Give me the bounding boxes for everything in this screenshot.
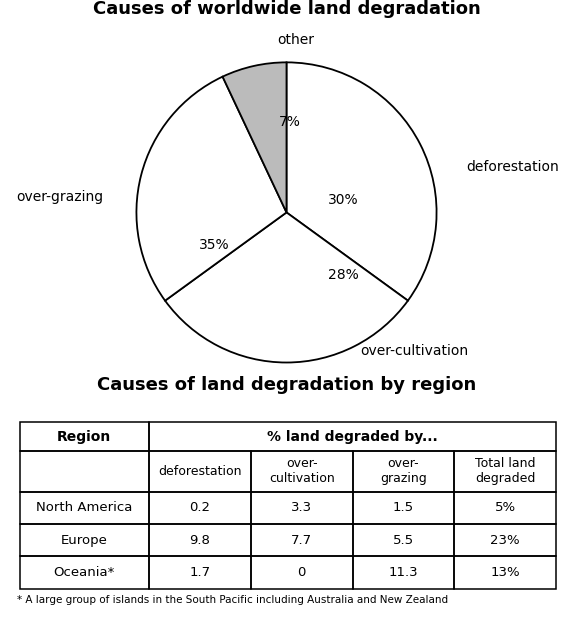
Bar — [149, 492, 251, 524]
Text: over-grazing: over-grazing — [16, 191, 103, 204]
Text: 3.3: 3.3 — [291, 502, 312, 514]
Bar — [454, 556, 556, 589]
Wedge shape — [165, 212, 408, 363]
Bar — [352, 556, 454, 589]
Bar — [251, 492, 352, 524]
Bar — [352, 451, 454, 492]
Text: 1.7: 1.7 — [189, 566, 210, 579]
Text: North America: North America — [36, 502, 132, 514]
Text: 35%: 35% — [199, 238, 230, 253]
Text: 13%: 13% — [490, 566, 520, 579]
Wedge shape — [222, 62, 286, 212]
Text: other: other — [277, 34, 314, 47]
Bar — [454, 524, 556, 556]
Bar — [454, 492, 556, 524]
Bar — [19, 422, 149, 451]
Text: 5.5: 5.5 — [393, 534, 414, 546]
Text: 7%: 7% — [278, 116, 300, 129]
Text: deforestation: deforestation — [158, 465, 242, 478]
Bar — [251, 451, 352, 492]
Text: Oceania*: Oceania* — [54, 566, 115, 579]
Text: Region: Region — [57, 430, 112, 443]
Text: over-
cultivation: over- cultivation — [269, 457, 335, 486]
Text: 28%: 28% — [328, 268, 359, 283]
Text: deforestation: deforestation — [466, 160, 559, 175]
Bar — [149, 556, 251, 589]
Bar — [19, 524, 149, 556]
Text: 0: 0 — [297, 566, 306, 579]
Bar — [19, 492, 149, 524]
Text: over-
grazing: over- grazing — [380, 457, 427, 486]
Bar — [149, 451, 251, 492]
Text: * A large group of islands in the South Pacific including Australia and New Zeal: * A large group of islands in the South … — [17, 595, 448, 605]
Text: 23%: 23% — [490, 534, 520, 546]
Text: 5%: 5% — [494, 502, 516, 514]
Text: 1.5: 1.5 — [393, 502, 414, 514]
Text: 0.2: 0.2 — [189, 502, 210, 514]
Wedge shape — [286, 62, 437, 301]
Bar — [149, 422, 556, 451]
Bar — [149, 524, 251, 556]
Bar — [19, 451, 149, 492]
Text: Europe: Europe — [61, 534, 108, 546]
Bar — [454, 451, 556, 492]
Bar — [352, 492, 454, 524]
Text: 11.3: 11.3 — [388, 566, 418, 579]
Wedge shape — [136, 76, 286, 301]
Text: 7.7: 7.7 — [291, 534, 312, 546]
Text: % land degraded by...: % land degraded by... — [267, 430, 438, 443]
Text: over-cultivation: over-cultivation — [360, 345, 468, 358]
Bar — [19, 556, 149, 589]
Bar — [352, 524, 454, 556]
Bar — [251, 556, 352, 589]
Text: 30%: 30% — [328, 193, 359, 207]
Text: Total land
degraded: Total land degraded — [475, 457, 535, 486]
Text: Causes of land degradation by region: Causes of land degradation by region — [97, 376, 476, 394]
Bar — [251, 524, 352, 556]
Title: Causes of worldwide land degradation: Causes of worldwide land degradation — [93, 0, 480, 18]
Text: 9.8: 9.8 — [190, 534, 210, 546]
